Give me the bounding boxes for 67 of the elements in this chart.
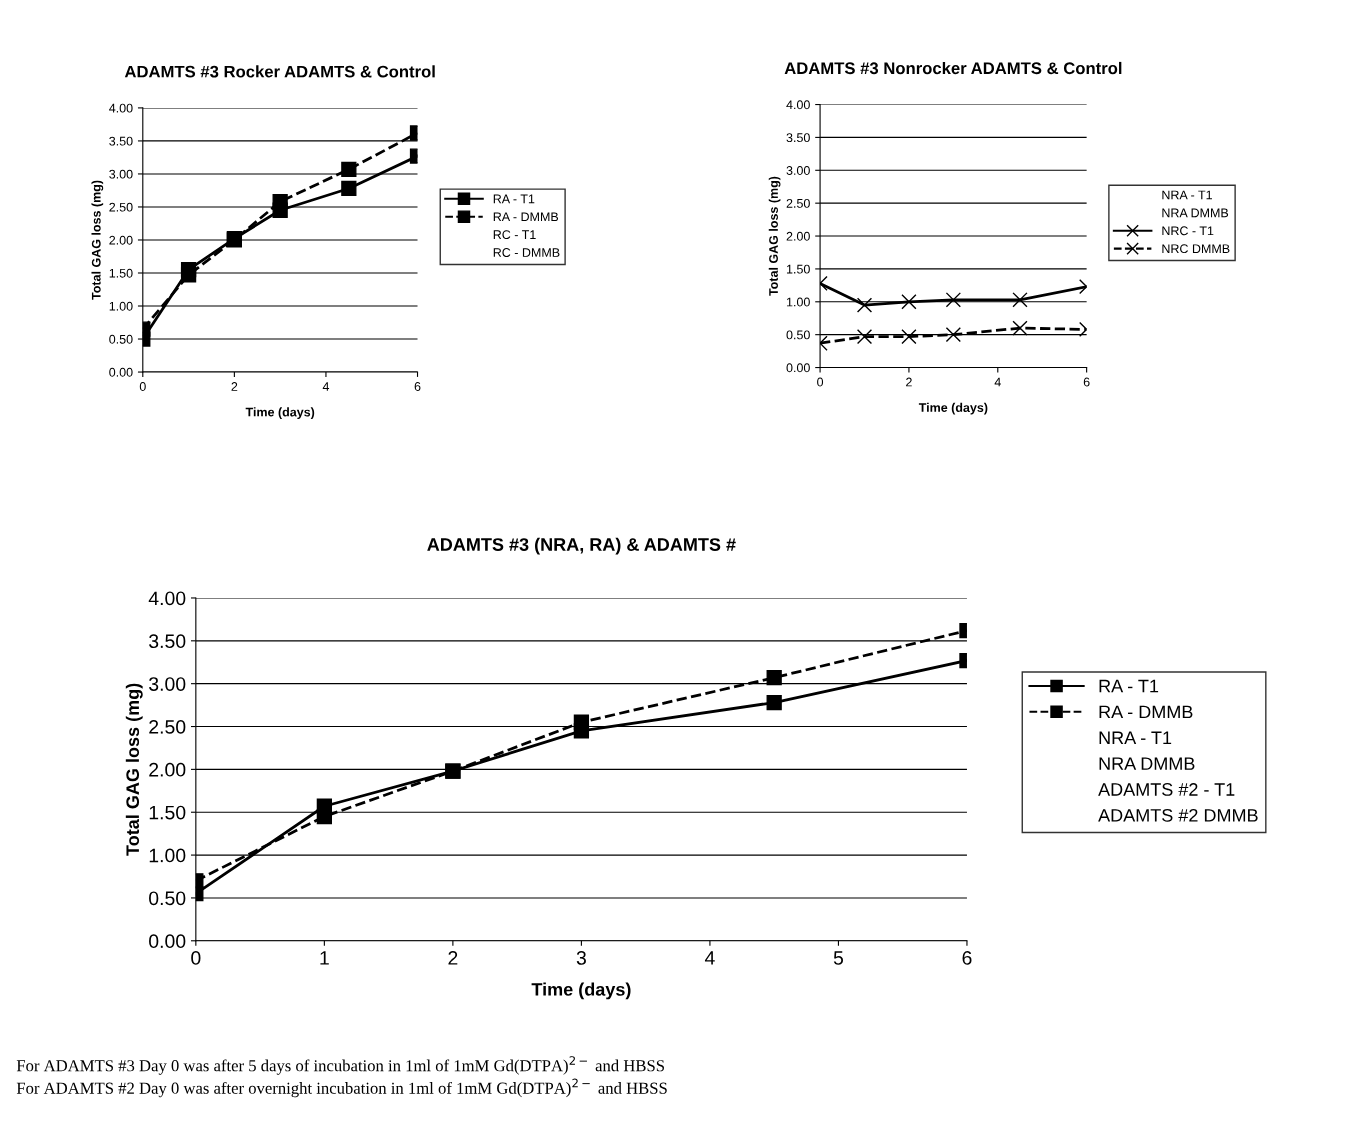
y-tick-label: 2.00: [109, 235, 133, 245]
y-axis-title: Total GAG loss (mg): [91, 180, 104, 300]
legend-label: RA - DMMB: [493, 212, 559, 222]
x-tick-label: 4: [322, 382, 330, 391]
y-tick-label: 1.00: [109, 301, 133, 311]
x-axis-title: Time (days): [245, 407, 315, 419]
y-tick-label: 3.00: [786, 166, 810, 175]
text: ADAMTS #2 DMMB: [1098, 808, 1258, 822]
y-tick-label: 0.50: [109, 334, 133, 344]
text: NRA DMMB: [1099, 757, 1195, 770]
y-tick-label: 2.50: [149, 719, 186, 734]
y-tick-label: 1.00: [149, 848, 186, 863]
x-tick-label: 4: [704, 951, 715, 965]
y-tick-label: 4.00: [109, 103, 133, 113]
y-tick-label: 0.00: [786, 363, 810, 373]
text: RC - T1: [493, 230, 536, 240]
y-tick-label: 4.00: [148, 591, 186, 606]
x-tick-label: 4: [994, 377, 1001, 387]
y-tick-label: 3.50: [786, 133, 810, 143]
y-tick-label: 2.00: [149, 762, 186, 777]
chart-title: ADAMTS #3 Nonrocker ADAMTS & Control: [784, 61, 1122, 75]
text: NRA - T1: [1099, 731, 1172, 744]
legend-label: RA - DMMB: [1099, 705, 1193, 719]
x-tick-label: 3: [576, 951, 586, 965]
y-tick-label: 0.00: [149, 934, 186, 949]
y-tick-label: 3.00: [149, 677, 186, 691]
text: For ADAMTS #3 Day 0 was after 5 days of incubation in 1ml of 1mM Gd(DTPA)$^{2−}$ and HBSS: [16, 1056, 664, 1075]
y-tick-label: 1.00: [786, 297, 810, 307]
y-tick-label: 0.50: [149, 891, 186, 906]
y-tick-label: 3.50: [109, 136, 133, 146]
y-axis-title: Total GAG loss (mg): [125, 683, 143, 856]
chart-title: ADAMTS #3 (NRA, RA) & ADAMTS #: [427, 537, 736, 555]
y-tick-label: 3.00: [109, 169, 133, 179]
x-tick-label: 6: [962, 951, 972, 965]
y-tick-label: 2.50: [786, 198, 810, 208]
x-tick-label: 2: [906, 377, 912, 387]
y-tick-label: 1.50: [109, 268, 133, 278]
text: ADAMTS #2 - T1: [1098, 783, 1235, 796]
y-tick-label: 1.50: [786, 264, 810, 274]
x-tick-label: 2: [231, 382, 238, 391]
x-tick-label: 6: [414, 382, 421, 391]
legend-label: RA - T1: [493, 194, 535, 204]
y-tick-label: 3.50: [149, 634, 186, 649]
chart-title: ADAMTS #3 Rocker ADAMTS & Control: [124, 65, 435, 78]
x-tick-label: 0: [817, 377, 824, 387]
x-axis-title: Time (days): [531, 982, 631, 1000]
text: RC - DMMB: [493, 248, 560, 257]
x-tick-label: 5: [833, 951, 844, 965]
text: NRA DMMB: [1162, 208, 1229, 218]
text: For ADAMTS #2 Day 0 was after overnight incubation in 1ml of 1mM Gd(DTPA)$^{2−}$ and HBSS: [16, 1078, 667, 1098]
y-tick-label: 4.00: [786, 100, 810, 110]
y-tick-label: 2.00: [786, 231, 810, 241]
text: NRA - T1: [1162, 190, 1212, 200]
legend-label: NRC DMMB: [1162, 244, 1230, 254]
y-axis-title: Total GAG loss (mg): [768, 176, 781, 296]
x-tick-label: 2: [448, 951, 458, 965]
x-tick-label: 0: [191, 951, 201, 965]
x-tick-label: 1: [320, 951, 329, 965]
y-tick-label: 0.50: [786, 330, 810, 340]
x-tick-label: 0: [139, 382, 146, 391]
legend-label: NRC - T1: [1162, 226, 1214, 236]
x-axis-title: Time (days): [918, 402, 988, 415]
x-tick-label: 6: [1083, 377, 1090, 387]
y-tick-label: 0.00: [109, 367, 133, 377]
legend-label: RA - T1: [1099, 679, 1159, 693]
y-tick-label: 2.50: [109, 202, 133, 212]
y-tick-label: 1.50: [149, 805, 186, 820]
